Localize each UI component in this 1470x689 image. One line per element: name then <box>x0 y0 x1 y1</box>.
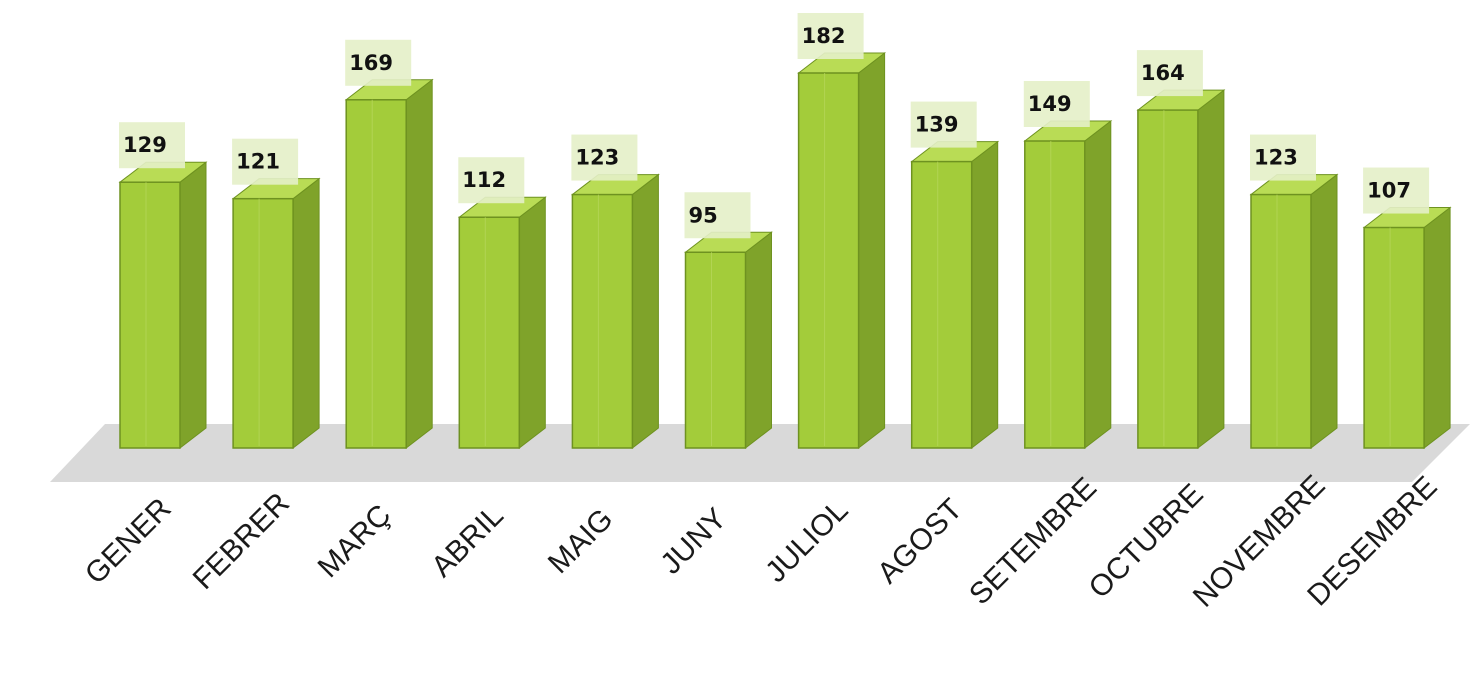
bar-front <box>797 72 860 449</box>
bar <box>910 140 1000 450</box>
bar <box>457 196 547 450</box>
bar-front <box>458 216 521 449</box>
value-label-box <box>119 122 185 169</box>
bar <box>1136 89 1226 450</box>
value-label-group: 139 <box>910 101 977 148</box>
value-label-group: 164 <box>1136 50 1203 97</box>
value-label-box <box>571 134 638 181</box>
bar-front <box>1024 140 1086 449</box>
value-label: 107 <box>1367 179 1411 203</box>
bar <box>231 177 321 450</box>
category-label: JUNY <box>654 502 733 581</box>
bar-front <box>345 99 407 449</box>
bar-front <box>1137 109 1199 449</box>
value-label-group: 182 <box>797 13 864 59</box>
bar-side <box>405 78 433 450</box>
value-labels-group: 129 121 169 112 123 95 182 139 149 164 123 107 <box>119 13 1430 239</box>
value-label-group: 123 <box>1250 134 1316 181</box>
value-label-box <box>345 39 412 86</box>
value-label: 123 <box>1254 146 1298 170</box>
category-label: MARÇ <box>312 498 398 584</box>
bar <box>797 51 887 450</box>
value-label-box <box>1363 167 1430 214</box>
bar <box>1362 206 1452 450</box>
value-label: 129 <box>123 133 167 157</box>
category-label: JULIOL <box>759 494 854 589</box>
bar-front <box>571 193 634 449</box>
bar <box>344 78 434 450</box>
value-label-group: 121 <box>232 138 299 185</box>
bar-front <box>910 160 973 449</box>
value-label-box <box>910 101 977 148</box>
value-label-group: 129 <box>119 122 185 169</box>
bar <box>570 173 660 450</box>
bar <box>118 161 208 450</box>
value-label-group: 107 <box>1363 167 1430 214</box>
bars-group <box>118 51 1452 450</box>
bar-front <box>1363 226 1425 449</box>
value-label-group: 123 <box>571 134 638 181</box>
value-label-box <box>1136 50 1203 97</box>
bar-side <box>1423 206 1451 450</box>
value-label: 112 <box>462 168 506 192</box>
category-label: SETEMBRE <box>963 471 1103 611</box>
category-label: MAIG <box>542 503 620 581</box>
value-label-box <box>797 13 864 59</box>
bar-side <box>1084 119 1112 450</box>
value-label-group: 95 <box>684 192 751 239</box>
bar-side <box>179 161 207 450</box>
bar-front <box>119 181 181 449</box>
value-label-box <box>1023 80 1090 127</box>
value-label: 123 <box>575 146 619 170</box>
category-label: FEBRER <box>187 487 296 596</box>
value-label: 182 <box>802 24 846 48</box>
bar-side <box>745 231 772 450</box>
bar-front <box>1250 193 1312 449</box>
bar <box>1023 119 1113 450</box>
bar-front <box>684 251 747 449</box>
value-label-box <box>1250 134 1316 181</box>
bar-side <box>631 173 659 450</box>
value-label-box <box>232 138 299 185</box>
value-label: 169 <box>349 51 393 75</box>
bar-front <box>232 197 294 449</box>
bar-side <box>1310 173 1338 450</box>
category-label: GENER <box>79 492 178 591</box>
bar-side <box>971 140 999 450</box>
bar <box>684 231 773 450</box>
value-label: 164 <box>1141 61 1185 85</box>
value-label-box <box>458 157 525 204</box>
category-label: AGOST <box>871 492 969 590</box>
bar-side <box>292 177 320 450</box>
value-label-group: 149 <box>1023 80 1090 127</box>
value-label-box <box>684 192 751 239</box>
bar-side <box>1197 89 1225 450</box>
value-label: 139 <box>915 113 959 137</box>
bar-side <box>518 196 546 450</box>
value-label-group: 112 <box>458 157 525 204</box>
category-labels-group: GENER FEBRER MARÇ ABRIL MAIG JUNY JULIOL AGOSTS… <box>79 469 1444 614</box>
bar <box>1249 173 1339 450</box>
value-label-group: 169 <box>345 39 412 86</box>
value-label: 121 <box>236 150 280 174</box>
bar-side <box>858 51 886 450</box>
value-label: 149 <box>1028 92 1072 116</box>
category-label: ABRIL <box>425 499 510 584</box>
value-label: 95 <box>689 203 718 227</box>
